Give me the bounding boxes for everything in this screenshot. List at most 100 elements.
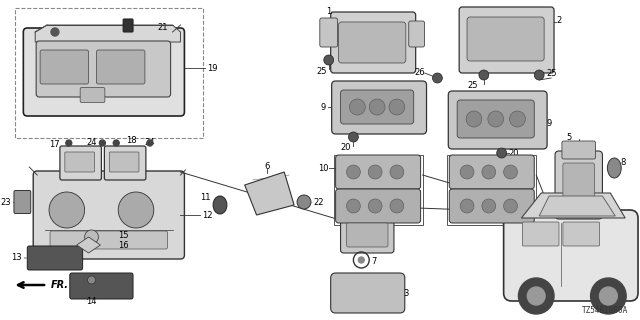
FancyBboxPatch shape bbox=[340, 217, 394, 253]
Text: 20: 20 bbox=[340, 142, 351, 151]
Circle shape bbox=[509, 111, 525, 127]
Text: 2: 2 bbox=[556, 15, 561, 25]
Circle shape bbox=[84, 230, 99, 244]
Text: 21: 21 bbox=[157, 22, 168, 31]
Circle shape bbox=[88, 276, 95, 284]
Circle shape bbox=[497, 148, 507, 158]
FancyBboxPatch shape bbox=[331, 12, 415, 73]
FancyBboxPatch shape bbox=[335, 189, 420, 223]
FancyBboxPatch shape bbox=[80, 87, 105, 102]
Text: 25: 25 bbox=[546, 68, 557, 77]
Text: 4: 4 bbox=[340, 210, 346, 219]
Circle shape bbox=[534, 70, 544, 80]
Text: 11: 11 bbox=[200, 193, 210, 202]
Bar bbox=[15, 8, 203, 138]
FancyBboxPatch shape bbox=[104, 146, 146, 180]
FancyBboxPatch shape bbox=[448, 91, 547, 149]
FancyBboxPatch shape bbox=[70, 273, 133, 299]
FancyBboxPatch shape bbox=[320, 18, 337, 47]
Circle shape bbox=[488, 111, 504, 127]
Circle shape bbox=[591, 278, 626, 314]
Text: 13: 13 bbox=[11, 253, 21, 262]
Text: 10: 10 bbox=[318, 164, 329, 172]
FancyBboxPatch shape bbox=[339, 22, 406, 63]
FancyBboxPatch shape bbox=[335, 155, 420, 189]
Text: 25: 25 bbox=[467, 81, 477, 90]
Text: 24: 24 bbox=[144, 138, 154, 147]
Text: 20: 20 bbox=[509, 148, 519, 157]
FancyBboxPatch shape bbox=[346, 223, 388, 247]
Circle shape bbox=[51, 28, 59, 36]
Text: 9: 9 bbox=[546, 118, 552, 127]
Text: 18: 18 bbox=[126, 135, 137, 145]
FancyBboxPatch shape bbox=[459, 7, 554, 73]
Text: 9: 9 bbox=[321, 102, 326, 111]
Text: FR.: FR. bbox=[51, 280, 69, 290]
Text: 8: 8 bbox=[620, 157, 626, 166]
FancyBboxPatch shape bbox=[563, 222, 600, 246]
FancyBboxPatch shape bbox=[409, 21, 424, 47]
Text: 3: 3 bbox=[403, 289, 408, 298]
FancyBboxPatch shape bbox=[332, 81, 426, 134]
FancyBboxPatch shape bbox=[555, 151, 602, 219]
FancyBboxPatch shape bbox=[449, 189, 534, 223]
FancyBboxPatch shape bbox=[23, 28, 184, 116]
FancyBboxPatch shape bbox=[449, 155, 534, 189]
Circle shape bbox=[368, 165, 382, 179]
FancyBboxPatch shape bbox=[28, 246, 83, 270]
Circle shape bbox=[66, 140, 72, 146]
Circle shape bbox=[324, 55, 333, 65]
Circle shape bbox=[466, 111, 482, 127]
Circle shape bbox=[389, 99, 404, 115]
Circle shape bbox=[113, 140, 119, 146]
Circle shape bbox=[460, 165, 474, 179]
Circle shape bbox=[368, 199, 382, 213]
Text: 15: 15 bbox=[118, 230, 129, 239]
FancyBboxPatch shape bbox=[50, 231, 168, 249]
Polygon shape bbox=[244, 172, 294, 215]
FancyBboxPatch shape bbox=[331, 273, 404, 313]
FancyBboxPatch shape bbox=[60, 146, 101, 180]
Circle shape bbox=[348, 132, 358, 142]
Text: 17: 17 bbox=[49, 140, 60, 148]
Circle shape bbox=[99, 140, 106, 146]
Polygon shape bbox=[77, 237, 100, 253]
Text: 5: 5 bbox=[567, 132, 572, 141]
Circle shape bbox=[49, 192, 84, 228]
FancyBboxPatch shape bbox=[123, 19, 133, 32]
Text: 25: 25 bbox=[317, 67, 327, 76]
FancyBboxPatch shape bbox=[36, 41, 171, 97]
Ellipse shape bbox=[213, 196, 227, 214]
Circle shape bbox=[433, 73, 442, 83]
FancyBboxPatch shape bbox=[562, 141, 596, 159]
Circle shape bbox=[118, 192, 154, 228]
Circle shape bbox=[600, 287, 617, 305]
Bar bbox=[333, 155, 422, 225]
Circle shape bbox=[297, 195, 311, 209]
Text: 7: 7 bbox=[371, 257, 376, 266]
Circle shape bbox=[358, 257, 364, 263]
Text: 6: 6 bbox=[265, 162, 270, 171]
FancyBboxPatch shape bbox=[522, 222, 559, 246]
Circle shape bbox=[504, 165, 518, 179]
Text: 16: 16 bbox=[118, 241, 129, 250]
Circle shape bbox=[518, 278, 554, 314]
FancyBboxPatch shape bbox=[457, 100, 534, 138]
FancyBboxPatch shape bbox=[40, 50, 88, 84]
Circle shape bbox=[346, 165, 360, 179]
Circle shape bbox=[390, 199, 404, 213]
Polygon shape bbox=[35, 25, 180, 42]
Text: 24: 24 bbox=[86, 138, 97, 147]
FancyBboxPatch shape bbox=[14, 190, 31, 213]
Text: 12: 12 bbox=[202, 211, 212, 220]
Circle shape bbox=[346, 199, 360, 213]
Text: 14: 14 bbox=[86, 298, 97, 307]
Circle shape bbox=[482, 165, 496, 179]
Bar bbox=[447, 155, 536, 225]
FancyBboxPatch shape bbox=[340, 90, 413, 124]
Circle shape bbox=[349, 99, 365, 115]
FancyBboxPatch shape bbox=[563, 163, 595, 205]
FancyBboxPatch shape bbox=[467, 17, 544, 61]
FancyBboxPatch shape bbox=[97, 50, 145, 84]
Text: 22: 22 bbox=[313, 197, 323, 206]
